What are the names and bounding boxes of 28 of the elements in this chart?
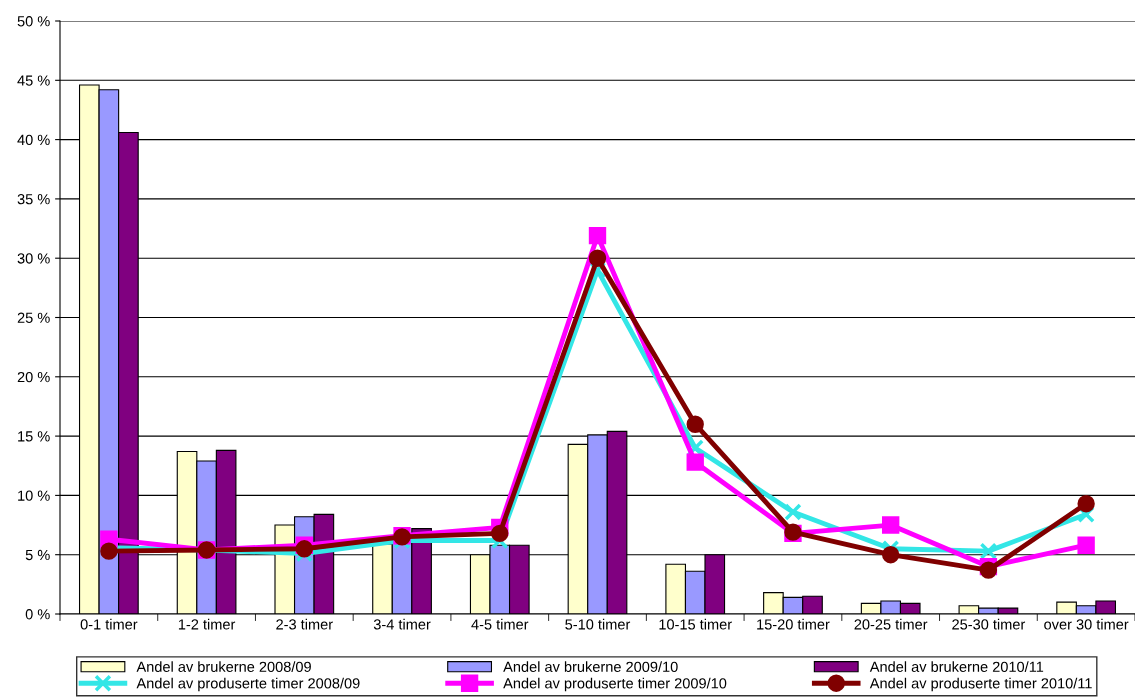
x-tick-label: 10-15 timer — [659, 618, 732, 630]
x-tick-label: 3-4 timer — [373, 618, 431, 630]
legend-label: Andel av produserte timer 2008/09 — [136, 677, 360, 692]
y-tick-label: 35 % — [17, 194, 50, 205]
x-tick-label: 1-2 timer — [178, 618, 236, 630]
y-tick-label: 40 % — [17, 134, 50, 146]
x-tick-label: 15-20 timer — [757, 618, 830, 630]
legend-label: Andel av produserte timer 2009/10 — [503, 677, 727, 692]
legend-label: Andel av brukerne 2009/10 — [503, 661, 678, 672]
x-tick-label: 4-5 timer — [471, 618, 529, 630]
x-tick-label: 25-30 timer — [952, 618, 1026, 630]
x-tick-label: 20-25 timer — [854, 618, 928, 630]
legend-label: Andel av brukerne 2008/09 — [136, 661, 311, 672]
x-tick-label: over 30 timer — [1044, 618, 1129, 630]
y-tick-label: 50 % — [17, 16, 50, 27]
y-tick-label: 25 % — [17, 312, 50, 323]
x-tick-label: 0-1 timer — [80, 618, 138, 630]
y-tick-label: 45 % — [17, 75, 50, 86]
y-tick-label: 20 % — [17, 371, 50, 383]
y-tick-label: 30 % — [17, 253, 50, 264]
x-tick-label: 5-10 timer — [565, 618, 631, 630]
x-tick-label: 2-3 timer — [276, 618, 333, 630]
y-tick-label: 0 % — [25, 609, 50, 620]
y-tick-label: 10 % — [18, 490, 50, 501]
y-tick-label: 5 % — [25, 549, 50, 561]
legend-label: Andel av brukerne 2010/11 — [869, 661, 1044, 672]
legend-label: Andel av produserte timer 2010/11 — [869, 677, 1092, 692]
y-tick-label: 15 % — [18, 431, 50, 442]
